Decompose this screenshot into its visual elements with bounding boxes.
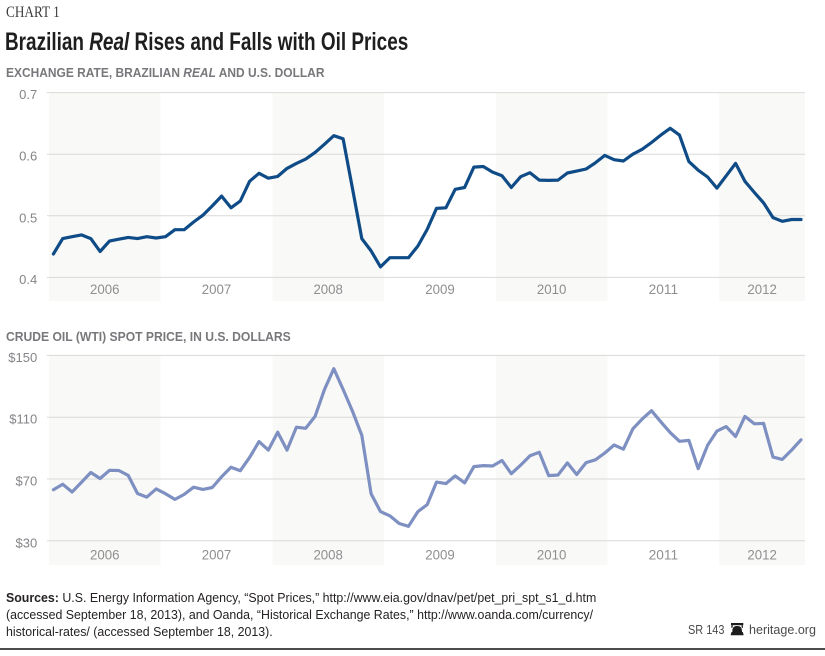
svg-text:2012: 2012 (747, 546, 777, 562)
svg-text:0.7: 0.7 (19, 87, 37, 102)
svg-text:2012: 2012 (747, 281, 777, 297)
svg-text:2009: 2009 (425, 281, 455, 297)
svg-text:2008: 2008 (313, 546, 343, 562)
svg-text:0.5: 0.5 (19, 210, 37, 225)
svg-text:2010: 2010 (537, 281, 567, 297)
svg-text:2011: 2011 (649, 281, 679, 297)
svg-text:2007: 2007 (202, 281, 232, 297)
svg-text:2010: 2010 (537, 546, 567, 562)
svg-text:2009: 2009 (425, 546, 455, 562)
svg-text:2007: 2007 (202, 546, 232, 562)
svg-text:$150: $150 (8, 350, 37, 365)
svg-text:0.4: 0.4 (19, 272, 37, 287)
svg-text:2011: 2011 (649, 546, 679, 562)
svg-text:$30: $30 (15, 535, 37, 550)
svg-text:$70: $70 (15, 474, 37, 489)
svg-text:$110: $110 (9, 412, 37, 427)
svg-text:2008: 2008 (313, 281, 343, 297)
svg-text:2006: 2006 (90, 546, 120, 562)
svg-text:2006: 2006 (90, 281, 120, 297)
svg-text:0.6: 0.6 (19, 149, 37, 164)
